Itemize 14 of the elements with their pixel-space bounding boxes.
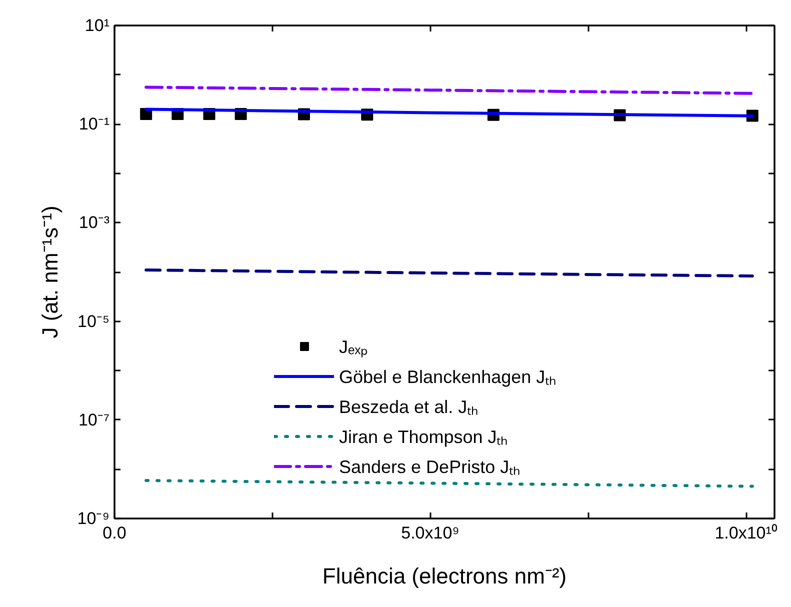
legend-label: Beszeda et al. Jₜₕ <box>339 396 478 418</box>
legend-label: Jₑₓₚ <box>339 336 368 358</box>
y-tick-label: 10⁻³ <box>78 213 110 232</box>
legend-label: Jiran e Thompson Jₜₕ <box>339 426 508 448</box>
legend-label: Sanders e DePristo Jₜₕ <box>339 456 520 478</box>
y-tick-label: 10⁻¹ <box>78 114 110 134</box>
y-tick-label: 10⁻⁷ <box>78 410 110 430</box>
x-tick-label: 1.0x10¹⁰ <box>714 524 778 542</box>
x-axis-title: Fluência (electrons nm⁻²) <box>322 564 567 588</box>
y-axis-title: J (at. nm⁻¹s⁻¹) <box>37 206 62 338</box>
y-tick-label: 10¹ <box>84 16 110 35</box>
y-tick-label: 10⁻⁵ <box>78 312 110 331</box>
legend-label: Göbel e Blanckenhagen Jₜₕ <box>339 366 556 388</box>
x-tick-label: 5.0x10⁹ <box>401 524 460 542</box>
